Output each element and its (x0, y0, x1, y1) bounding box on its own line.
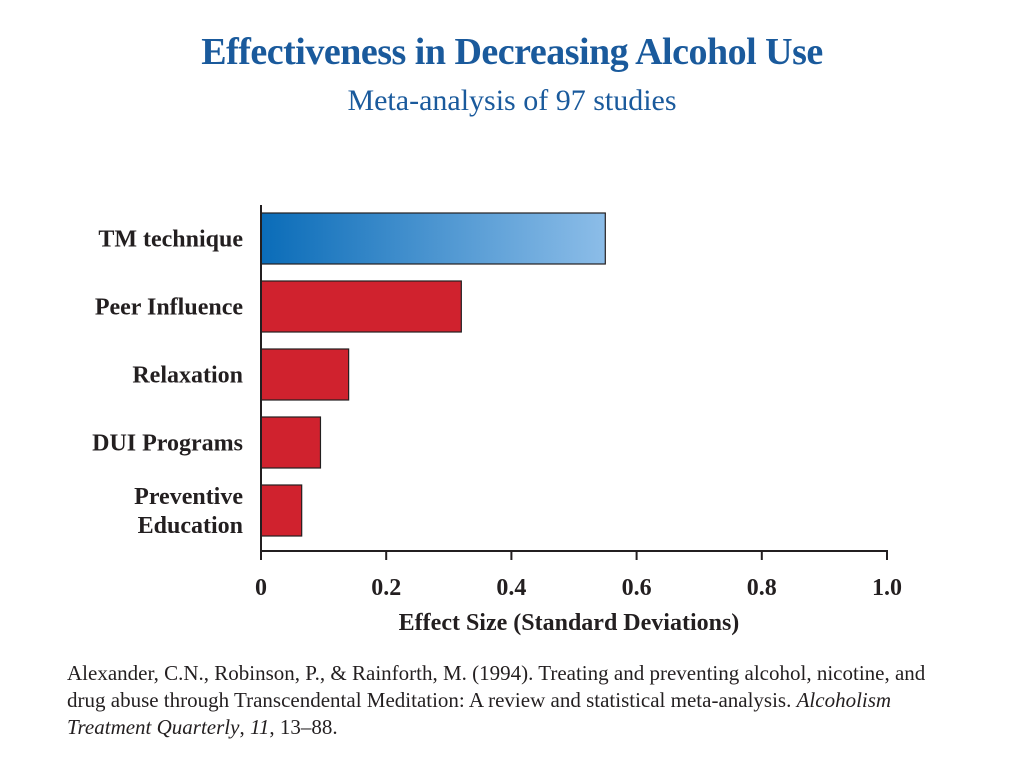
x-tick-label-3: 0.6 (622, 575, 652, 601)
chart-title: Effectiveness in Decreasing Alcohol Use (201, 31, 823, 73)
citation-volume: 11 (249, 715, 270, 739)
citation-pages: , 13–88. (269, 715, 338, 739)
category-label-preventive-education: Preventive Education (134, 484, 243, 539)
category-label-peer-influence: Peer Influence (95, 295, 244, 321)
x-tick-label-5: 1.0 (872, 575, 902, 601)
citation: Alexander, C.N., Robinson, P., & Rainfor… (67, 660, 967, 741)
chart-subtitle: Meta-analysis of 97 studies (347, 84, 677, 117)
bar-preventive-education (260, 484, 303, 537)
category-label-relaxation: Relaxation (132, 363, 243, 389)
bar-relaxation (260, 348, 350, 401)
bar-tm-technique (260, 212, 606, 265)
bar-chart: TM technique Peer Influence Relaxation DUI … (92, 205, 902, 636)
bar-dui-programs (260, 416, 322, 469)
bar-peer-influence (260, 280, 462, 333)
x-tick-label-1: 0.2 (371, 575, 401, 601)
x-tick-label-4: 0.8 (747, 575, 777, 601)
x-axis-title: Effect Size (Standard Deviations) (399, 610, 740, 636)
category-label-tm-technique: TM technique (98, 227, 243, 253)
citation-sep: , (239, 715, 250, 739)
citation-text: Alexander, C.N., Robinson, P., & Rainfor… (67, 661, 926, 712)
x-tick-label-2: 0.4 (496, 575, 526, 601)
x-tick-label-0: 0 (255, 575, 267, 601)
citation-journal: Alcoholism Treatment Quarterly (67, 688, 892, 739)
category-label-dui-programs: DUI Programs (92, 431, 243, 457)
bars-group: TM technique Peer Influence Relaxation DUI … (92, 212, 606, 539)
axes-group: 0 0.2 0.4 0.6 0.8 1.0 Effect Size (Standard De… (255, 205, 902, 636)
